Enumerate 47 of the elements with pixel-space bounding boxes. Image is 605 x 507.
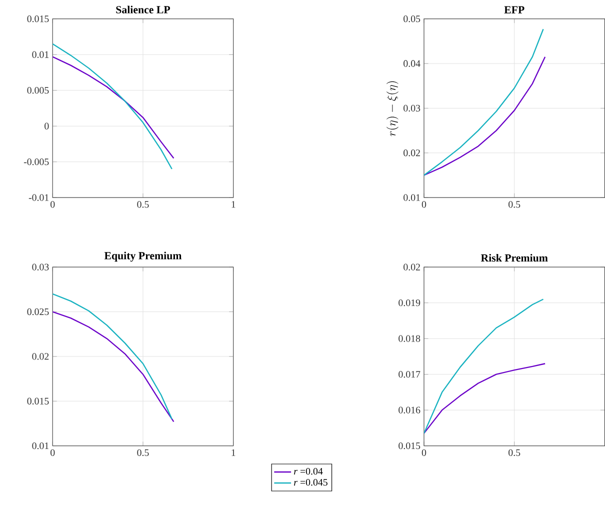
y-tick-label: 0.015 xyxy=(398,442,420,449)
y-tick-label: -0.005 xyxy=(24,158,49,166)
legend-label: r =0.045 xyxy=(294,478,328,486)
y-tick-label: 0.019 xyxy=(398,299,420,306)
x-tick-label: 0 xyxy=(50,449,55,456)
chart-title: EFP xyxy=(504,6,524,14)
legend-label: r =0.04 xyxy=(294,468,323,474)
y-tick-label: 0.015 xyxy=(27,398,49,404)
y-tick-label: 0.005 xyxy=(27,86,49,94)
y-tick-label: 0.018 xyxy=(398,335,420,342)
chart-title: Salience LP xyxy=(116,6,170,14)
y-tick-label: 0.03 xyxy=(404,104,420,112)
y-tick-label: 0.02 xyxy=(404,264,420,270)
line-series xyxy=(52,56,174,159)
line-series xyxy=(52,310,174,422)
y-tick-label: 0.04 xyxy=(404,60,420,67)
chart-title: Risk Premium xyxy=(480,254,548,262)
line-series xyxy=(52,293,172,420)
x-tick-label: 1 xyxy=(232,449,236,456)
y-tick-label: 0.01 xyxy=(32,442,49,449)
x-tick-label: 0.5 xyxy=(137,449,149,456)
line-series xyxy=(424,298,544,434)
y-tick-label: 0.017 xyxy=(398,370,420,378)
y-tick-label: 0.02 xyxy=(32,352,49,360)
y-tick-label: 0.05 xyxy=(404,15,420,22)
y-axis-title: $r(\eta)-\xi(\eta)$ xyxy=(386,81,398,136)
x-tick-label: 0.5 xyxy=(508,449,520,456)
y-tick-label: 0.03 xyxy=(32,264,49,270)
chart-title: Equity Premium xyxy=(104,252,182,262)
line-series xyxy=(52,43,172,170)
line-series xyxy=(424,56,546,176)
y-tick-label: 0.01 xyxy=(32,51,49,58)
y-tick-label: 0.01 xyxy=(404,194,420,201)
x-tick-label: 0.5 xyxy=(137,200,149,208)
line-series xyxy=(424,362,546,434)
y-tick-label: -0.01 xyxy=(28,194,49,201)
x-tick-label: 0 xyxy=(422,449,426,456)
y-tick-label: 0.015 xyxy=(27,15,49,22)
y-tick-label: 0.02 xyxy=(404,149,420,156)
x-tick-label: 0 xyxy=(50,200,55,208)
y-tick-label: 0.016 xyxy=(398,406,420,414)
y-tick-label: 0 xyxy=(44,122,49,130)
x-tick-label: 0.5 xyxy=(508,200,520,208)
line-series xyxy=(424,28,544,176)
x-tick-label: 0 xyxy=(422,200,426,208)
y-tick-label: 0.025 xyxy=(27,308,49,315)
x-tick-label: 1 xyxy=(232,200,236,208)
